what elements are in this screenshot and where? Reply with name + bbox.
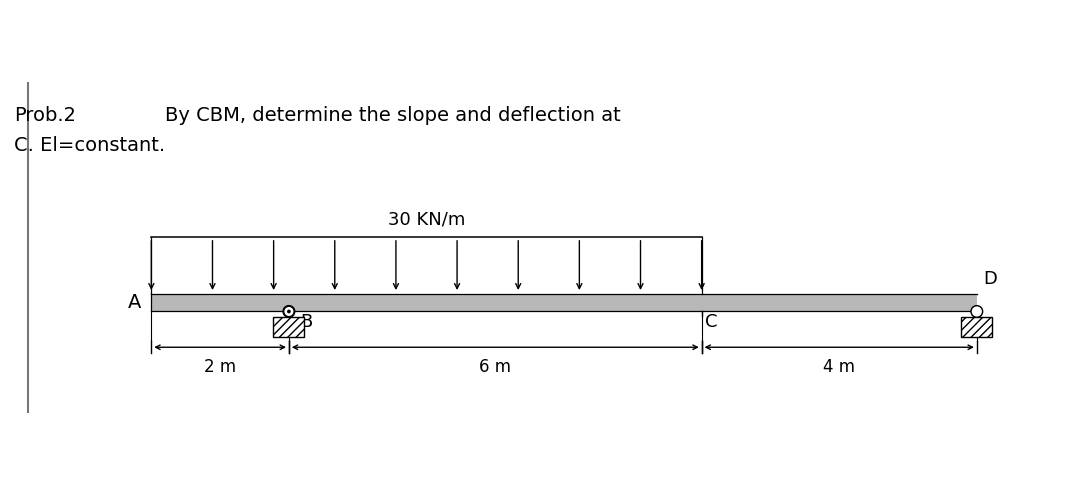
Text: Prob.2: Prob.2 — [14, 106, 76, 125]
Circle shape — [283, 305, 295, 317]
Bar — [151, 294, 976, 311]
Circle shape — [972, 307, 982, 316]
Text: B: B — [300, 313, 312, 331]
Text: D: D — [984, 270, 998, 288]
Bar — [961, 317, 993, 337]
Text: 6 m: 6 m — [480, 358, 511, 376]
Circle shape — [287, 310, 291, 313]
Text: By CBM, determine the slope and deflection at: By CBM, determine the slope and deflecti… — [165, 106, 621, 125]
Circle shape — [285, 308, 293, 315]
Text: 4 m: 4 m — [823, 358, 855, 376]
Circle shape — [971, 305, 983, 317]
Text: C: C — [705, 313, 717, 331]
Text: 30 KN/m: 30 KN/m — [388, 210, 465, 228]
Text: 2 m: 2 m — [204, 358, 237, 376]
Text: A: A — [127, 293, 141, 312]
Text: C. El=constant.: C. El=constant. — [14, 136, 165, 155]
Bar — [273, 317, 305, 337]
